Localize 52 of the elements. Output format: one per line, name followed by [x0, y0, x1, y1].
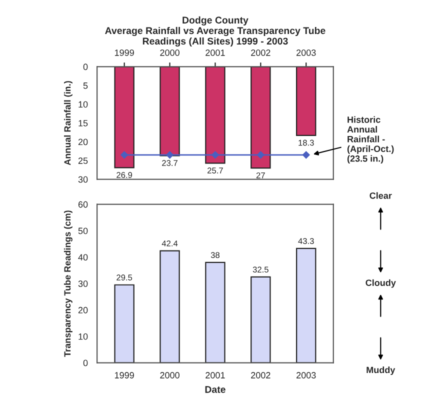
y-tick-label: 40	[78, 254, 88, 261]
text: Muddy	[366, 366, 396, 375]
y-tick-label: 0	[83, 360, 88, 366]
y-tick-label: 0	[83, 64, 88, 70]
text: Cloudy	[366, 279, 396, 288]
x-tick-label: 1999	[114, 372, 134, 378]
y-tick-label: 30	[78, 280, 88, 287]
text: Clear	[370, 192, 392, 199]
bar	[250, 276, 271, 363]
bar	[205, 66, 226, 164]
x-tick-label: 2000	[160, 50, 180, 56]
x-tick-label: 2001	[206, 372, 225, 378]
x-tick-label: 2002	[251, 372, 270, 378]
bar	[114, 66, 134, 168]
y-tick-label: 25	[78, 158, 88, 164]
y-tick-label: 50	[78, 228, 88, 234]
data-label: 43.3	[298, 238, 314, 244]
data-label: 27	[256, 172, 265, 178]
y-tick-label: 10	[78, 333, 88, 340]
bar	[114, 284, 134, 363]
y-tick-label: 30	[78, 176, 88, 183]
y-axis-title: Annual Rainfall (in.)	[64, 81, 72, 166]
bar	[160, 250, 180, 363]
y-tick-label: 60	[78, 201, 88, 208]
x-tick-label: 2002	[251, 50, 270, 56]
x-axis-title: Date	[205, 386, 226, 393]
y-tick-label: 20	[78, 306, 88, 314]
data-label: 25.7	[208, 168, 223, 174]
data-label: 38	[210, 252, 220, 258]
x-tick-label: 2001	[206, 50, 225, 56]
data-label: 42.4	[162, 240, 178, 246]
y-tick-label: 5	[83, 82, 88, 89]
bar	[160, 66, 180, 156]
x-tick-label: 2003	[296, 372, 316, 378]
chart-title: Dodge County Average Rainfall vs Average Transparency Tube Readings (All Sites) 1999 - 2003	[105, 16, 326, 47]
data-label: 23.7	[162, 160, 178, 166]
bar	[296, 66, 316, 136]
bar	[205, 262, 226, 363]
x-tick-label: 2000	[160, 372, 180, 378]
annotation: Historic Annual Rainfall - (April-Oct.) (23.5 in.)	[347, 116, 394, 164]
y-tick-label: 15	[78, 120, 88, 126]
x-tick-label: 2003	[296, 50, 316, 56]
y-tick-label: 10	[78, 101, 88, 108]
bar	[296, 248, 316, 363]
data-label: 18.3	[298, 140, 314, 146]
y-axis-title: Transparency Tube Readings (cm)	[64, 210, 72, 357]
data-label: 32.5	[252, 266, 268, 273]
data-label: 29.5	[116, 274, 132, 280]
x-tick-label: 1999	[114, 50, 134, 56]
bar	[250, 66, 271, 169]
y-tick-label: 20	[78, 138, 88, 146]
data-label: 26.9	[116, 172, 132, 178]
